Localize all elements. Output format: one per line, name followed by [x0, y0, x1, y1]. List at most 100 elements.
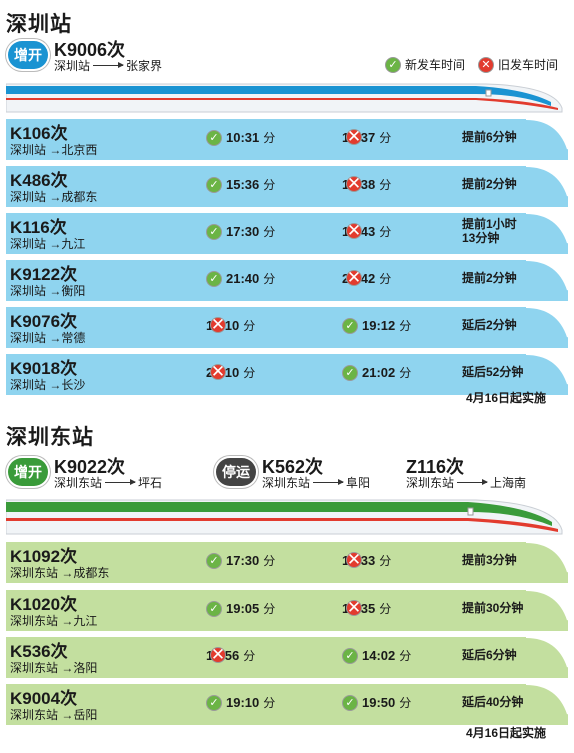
new-train-number: K9022次: [54, 457, 126, 477]
route-from: 深圳站: [54, 59, 91, 73]
cross-icon: ✕: [346, 598, 362, 617]
time-change-note: 提前30分钟: [462, 601, 523, 615]
time-change-note: 延后40分钟: [462, 695, 523, 709]
arrow-icon: [105, 479, 137, 485]
old-departure-time: ✓ 14:02 分: [342, 647, 411, 664]
check-icon: ✓: [206, 694, 222, 711]
cross-icon: ✕: [346, 221, 362, 240]
time-change-note: 提前2分钟: [462, 271, 517, 285]
new-departure-time: ✓ 19:10 分: [206, 694, 275, 711]
time-value: 17:30: [226, 224, 260, 239]
cross-icon: ✕: [346, 550, 362, 569]
time-change-note: 延后6分钟: [462, 648, 517, 662]
stopped-train-number-2: Z116次: [406, 457, 465, 477]
train-number: K1092次: [10, 547, 78, 566]
minute-unit: 分: [243, 319, 256, 333]
time-change-note: 提前1小时 13分钟: [462, 217, 517, 245]
old-departure-time: ✕21:42分: [342, 268, 392, 287]
minute-unit: 分: [243, 366, 256, 380]
cross-icon: ✕: [346, 127, 362, 146]
arrow-icon: [457, 479, 489, 485]
note-line: 延后40分钟: [462, 695, 524, 709]
train-number: K536次: [10, 642, 68, 661]
minute-unit: 分: [263, 554, 276, 568]
cross-icon: ✕: [210, 362, 226, 381]
new-departure-time: ✕13:56分: [206, 645, 255, 664]
new-departure-time: ✓ 17:30 分: [206, 223, 275, 240]
stopped-train-route-2: 深圳东站 上海南: [406, 474, 526, 491]
time-value: 21:40: [226, 271, 260, 286]
stopped-train-route: 深圳东站 阜阳: [262, 474, 370, 491]
time-change-note: 延后2分钟: [462, 318, 517, 332]
time-value: 17:30: [226, 553, 260, 568]
legend-old-time: ✕ 旧发车时间: [478, 56, 558, 73]
train-route: 深圳站 →衡阳: [10, 284, 86, 298]
train-route: 深圳东站 →岳阳: [10, 708, 98, 722]
minute-unit: 分: [263, 131, 276, 145]
route-to: 张家界: [126, 59, 163, 73]
minute-unit: 分: [379, 554, 392, 568]
check-icon: ✓: [342, 364, 358, 381]
time-value: 19:10: [226, 695, 260, 710]
check-icon: ✓: [206, 129, 222, 146]
train-number: K9076次: [10, 312, 78, 331]
minute-unit: 分: [379, 272, 392, 286]
route-to: 坪石: [138, 476, 163, 490]
note-line: 提前2分钟: [462, 271, 517, 285]
minute-unit: 分: [379, 178, 392, 192]
cross-icon: ✕: [346, 174, 362, 193]
check-icon: ✓: [206, 270, 222, 287]
old-departure-time: ✓ 19:12 分: [342, 317, 411, 334]
check-icon: ✓: [206, 176, 222, 193]
train-number: K9004次: [10, 689, 78, 708]
time-value: 14:02: [362, 648, 396, 663]
old-departure-time: ✓ 21:02 分: [342, 364, 411, 381]
train-number: K9122次: [10, 265, 78, 284]
new-departure-time: ✓ 19:05 分: [206, 600, 275, 617]
minute-unit: 分: [379, 131, 392, 145]
check-icon: ✓: [342, 647, 358, 664]
new-departure-time: ✓ 15:36 分: [206, 176, 275, 193]
route-to: 上海南: [490, 476, 527, 490]
new-departure-time: ✓ 17:30 分: [206, 552, 275, 569]
train-route: 深圳东站 →洛阳: [10, 661, 98, 675]
time-change-note: 提前3分钟: [462, 553, 517, 567]
note-line: 提前30分钟: [462, 601, 524, 615]
train-number: K1020次: [10, 595, 78, 614]
route-from: 深圳东站: [262, 476, 311, 490]
minute-unit: 分: [263, 178, 276, 192]
note-line: 提前2分钟: [462, 177, 517, 191]
train-illustration-blue: [6, 83, 563, 113]
stopped-train-number: K562次: [262, 457, 324, 477]
effective-date: 4月16日起实施: [466, 391, 547, 405]
cross-icon: ✕: [346, 268, 362, 287]
legend-new-time: ✓ 新发车时间: [385, 56, 465, 73]
note-line: 提前1小时: [462, 217, 517, 231]
time-change-note: 提前6分钟: [462, 130, 517, 144]
minute-unit: 分: [263, 602, 276, 616]
time-value: 10:31: [226, 130, 260, 145]
minute-unit: 分: [399, 696, 412, 710]
train-route: 深圳站 →九江: [10, 237, 86, 251]
station-title-shenzhen-east: 深圳东站: [6, 425, 94, 449]
minute-unit: 分: [399, 649, 412, 663]
new-departure-time: ✕20:10分: [206, 362, 256, 381]
note-line: 提前3分钟: [462, 553, 517, 567]
legend-old-label: 旧发车时间: [498, 58, 559, 72]
new-departure-time: ✕19:10分: [206, 315, 256, 334]
minute-unit: 分: [379, 602, 392, 616]
minute-unit: 分: [399, 319, 412, 333]
time-value: 15:36: [226, 177, 260, 192]
new-train-badge: 增开: [8, 41, 48, 69]
new-train-route: 深圳站 张家界: [54, 57, 162, 74]
time-change-note: 提前2分钟: [462, 177, 517, 191]
route-from: 深圳东站: [54, 476, 103, 490]
train-route: 深圳站 →常德: [10, 331, 86, 345]
train-route: 深圳站 →长沙: [10, 378, 86, 392]
train-route: 深圳东站 →成都东: [10, 566, 110, 580]
